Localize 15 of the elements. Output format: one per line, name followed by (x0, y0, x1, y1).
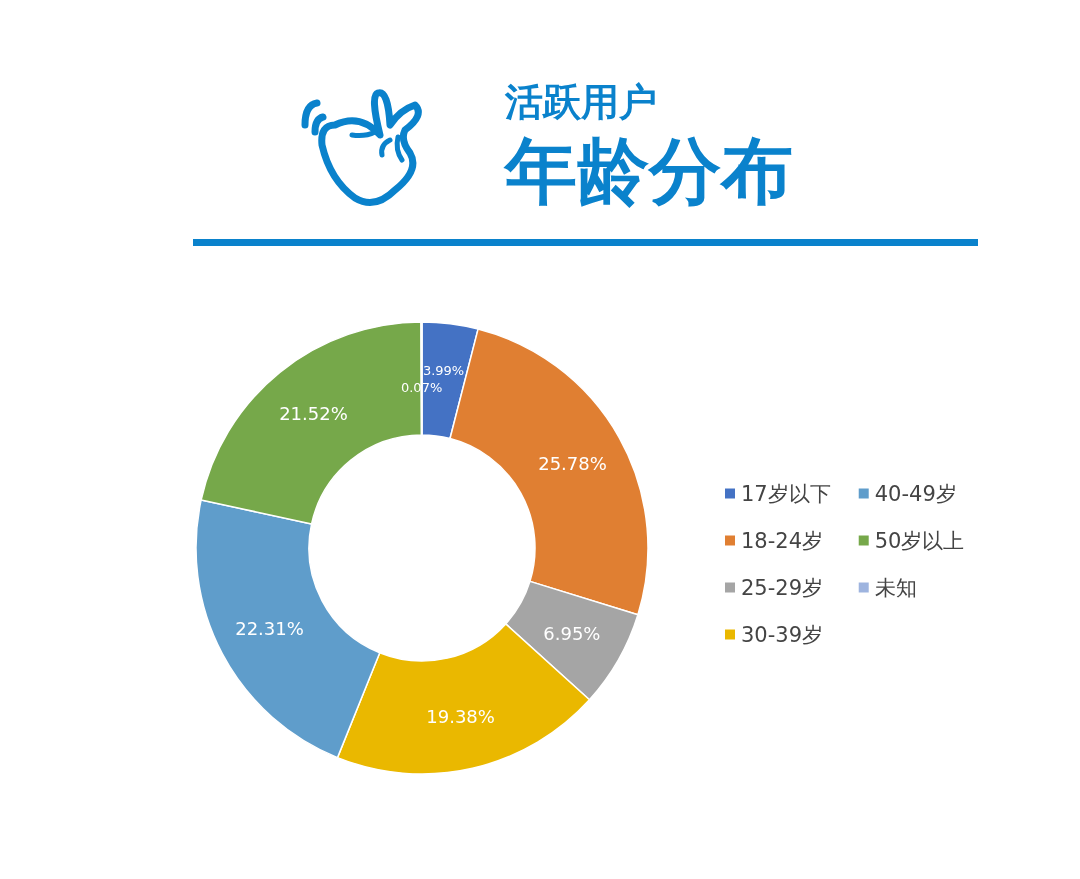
data-label: 21.52% (279, 403, 348, 425)
legend-label: 18-24岁 (741, 528, 824, 553)
legend-label: 30-39岁 (741, 622, 824, 647)
data-label: 6.95% (543, 622, 601, 644)
data-label: 25.78% (538, 453, 607, 475)
legend-label: 25-29岁 (741, 575, 824, 600)
chart-title: 活跃用户 (504, 80, 657, 124)
data-label: 3.99% (422, 363, 465, 379)
legend-label: 未知 (874, 575, 917, 600)
data-label: 22.31% (235, 618, 304, 640)
legend-label: 17岁以下 (741, 481, 831, 506)
data-label: 19.38% (426, 705, 495, 727)
chart-subtitle: 年龄分布 (503, 129, 793, 213)
legend-label: 40-49岁 (874, 481, 957, 506)
legend-label: 50岁以上 (874, 528, 965, 553)
